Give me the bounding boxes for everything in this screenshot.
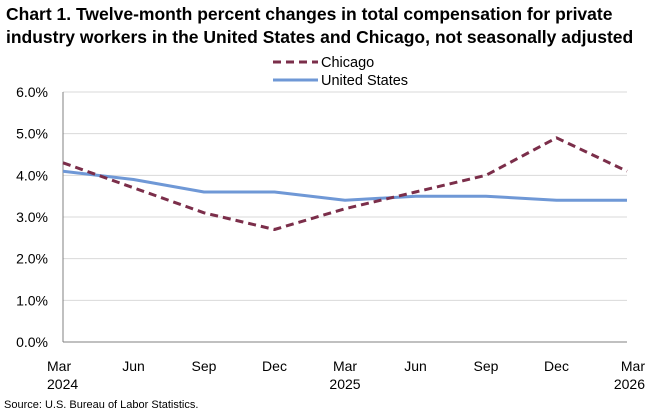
y-tick-label: 1.0% <box>16 292 48 308</box>
x-tick-label: Mar <box>621 358 645 374</box>
series-lines <box>62 136 628 231</box>
chart-title-line-2: industry workers in the United States an… <box>6 27 634 47</box>
x-tick-label: Dec <box>544 358 569 374</box>
y-tick-label: 6.0% <box>16 84 48 100</box>
x-tick-label: Jun <box>404 358 427 374</box>
x-tick-label: Mar <box>333 358 357 374</box>
legend: Chicago United States <box>273 55 408 89</box>
legend-label: United States <box>321 73 408 89</box>
y-tick-label: 3.0% <box>16 209 48 225</box>
gridlines <box>63 91 627 301</box>
x-tick-year-label: 2026 <box>614 376 645 392</box>
x-tick-year-label: 2025 <box>329 376 360 392</box>
chart-title-line-1: Chart 1. Twelve-month percent changes in… <box>6 4 613 24</box>
chart-title: Chart 1. Twelve-month percent changes in… <box>6 3 666 49</box>
y-tick-label: 5.0% <box>16 126 48 142</box>
x-tick-year-label: 2024 <box>47 376 78 392</box>
source-note: Source: U.S. Bureau of Labor Statistics. <box>4 399 199 411</box>
y-tick-label: 2.0% <box>16 251 48 267</box>
x-tick-label: Sep <box>192 358 217 374</box>
x-tick-label: Mar <box>47 358 71 374</box>
series-line-chicago <box>62 136 628 231</box>
x-tick-label: Jun <box>122 358 145 374</box>
y-tick-label: 4.0% <box>16 167 48 183</box>
series-line-united-states <box>62 169 627 202</box>
y-tick-label: 0.0% <box>16 334 48 350</box>
x-tick-label: Dec <box>262 358 287 374</box>
legend-label: Chicago <box>321 55 374 71</box>
axes: 0.0% 1.0% 2.0% 3.0% 4.0% 5.0% 6.0% Mar 2024 Jun Se… <box>16 84 645 392</box>
x-tick-label: Sep <box>474 358 499 374</box>
